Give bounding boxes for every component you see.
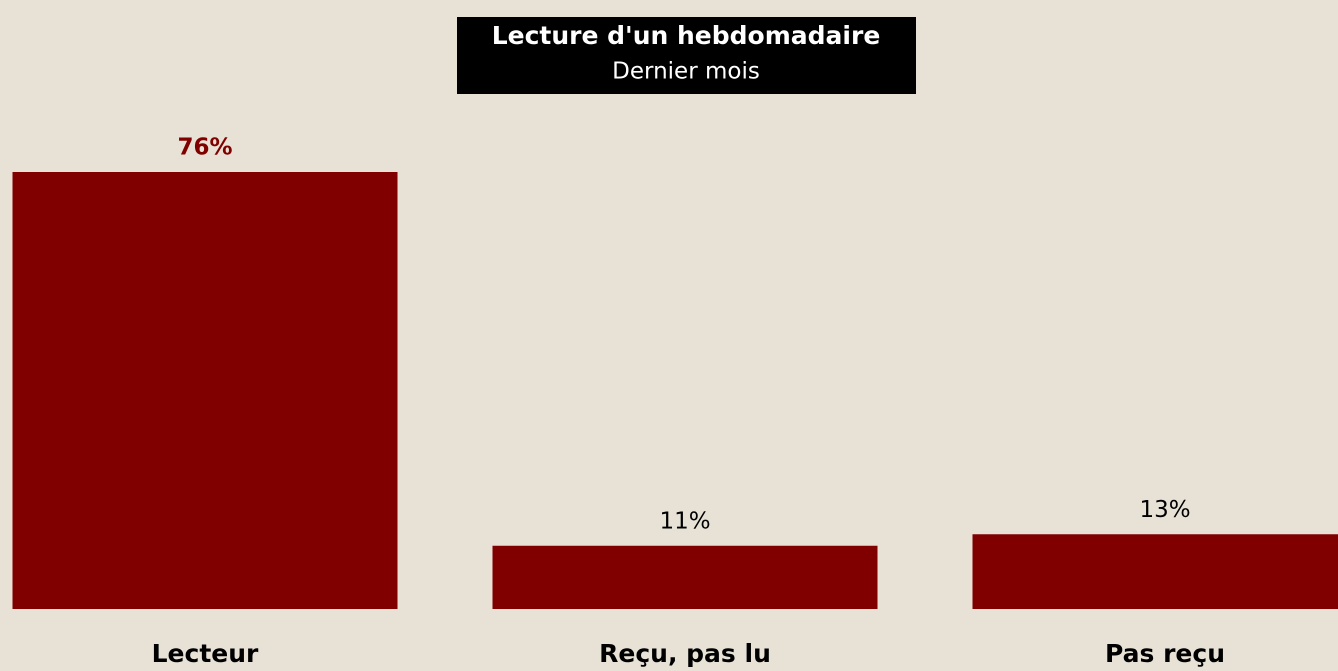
value-label: 76% [177, 135, 232, 161]
category-label: Reçu, pas lu [599, 639, 771, 668]
title-box [457, 17, 916, 94]
category-label: Pas reçu [1105, 639, 1225, 668]
value-label: 13% [1139, 497, 1190, 523]
bar [972, 534, 1338, 609]
bar [492, 545, 878, 609]
bar [12, 172, 398, 609]
value-label: 11% [659, 508, 710, 534]
category-label: Lecteur [152, 639, 259, 668]
chart-subtitle: Dernier mois [612, 59, 760, 85]
chart-title: Lecture d'un hebdomadaire [492, 21, 881, 50]
